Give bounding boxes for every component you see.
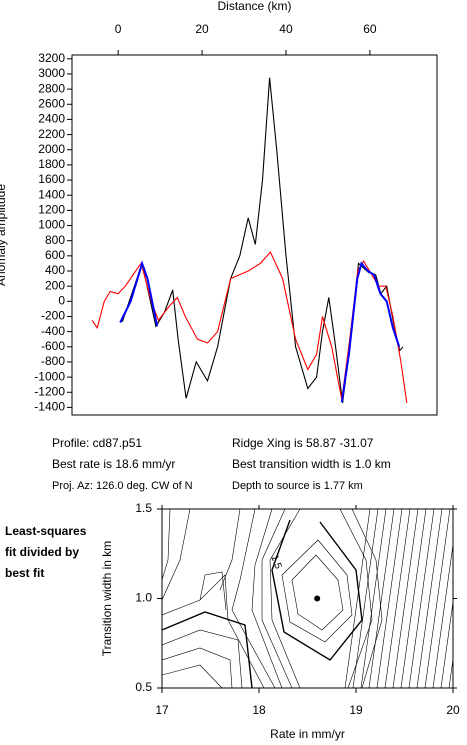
y-tick-label: 400 [45,263,65,277]
best-fit-point [314,595,321,602]
y-tick-label: 0.5 [135,680,152,694]
y-tick-label: 1.0 [135,591,152,605]
y-tick-label: -600 [41,339,65,353]
y-tick-label: 600 [45,248,65,262]
x-tick-label: 0 [115,22,122,36]
x-tick-label: 18 [252,703,266,717]
y-tick-label: -400 [41,324,65,338]
y-tick-label: -1400 [34,400,65,414]
contour-label: 1.5 [268,554,283,571]
contour-lines [162,509,453,688]
info-text: Profile: cd87.p51 [52,436,142,450]
data-line [119,260,401,403]
x-axis-title: Rate in mm/yr [270,727,345,741]
x-tick-label: 20 [446,703,460,717]
y-tick-label: 2600 [38,96,65,110]
y-axis-title: Anomaly amplitude [0,184,8,286]
x-tick-label: 17 [155,703,169,717]
y-axis-title: Transition width in km [100,541,114,657]
y-tick-label: -200 [41,309,65,323]
y-tick-label: 1400 [38,187,65,201]
info-text: Best transition width is 1.0 km [232,457,391,471]
y-tick-label: 0 [58,293,65,307]
y-tick-label: 2800 [38,81,65,95]
y-tick-label: 3200 [38,51,65,65]
y-tick-label: 800 [45,233,65,247]
plot-frame [161,508,454,689]
side-note: Least-squares [5,524,87,538]
info-text: Best rate is 18.6 mm/yr [52,457,175,471]
y-tick-label: 3000 [38,66,65,80]
y-tick-label: 1800 [38,157,65,171]
side-note: fit divided by [5,545,79,559]
info-text: Ridge Xing is 58.87 -31.07 [232,436,374,450]
plot-frame [71,54,438,416]
data-line [121,77,404,403]
y-tick-label: -1200 [34,384,65,398]
y-tick-label: 2000 [38,142,65,156]
y-tick-label: 2400 [38,112,65,126]
y-tick-label: 1.5 [135,501,152,515]
side-note: best fit [5,566,44,580]
x-tick-label: 19 [349,703,363,717]
x-tick-label: 60 [363,22,377,36]
info-text: Proj. Az: 126.0 deg. CW of N [52,480,193,492]
x-tick-label: 20 [195,22,209,36]
x-axis-title: Distance (km) [217,0,291,13]
y-tick-label: 1600 [38,172,65,186]
y-tick-label: -1000 [34,369,65,383]
y-tick-label: -800 [41,354,65,368]
y-tick-label: 2200 [38,127,65,141]
info-text: Depth to source is 1.77 km [232,480,363,492]
x-tick-label: 40 [279,22,293,36]
y-tick-label: 1200 [38,203,65,217]
y-tick-label: 1000 [38,218,65,232]
y-tick-label: 200 [45,278,65,292]
